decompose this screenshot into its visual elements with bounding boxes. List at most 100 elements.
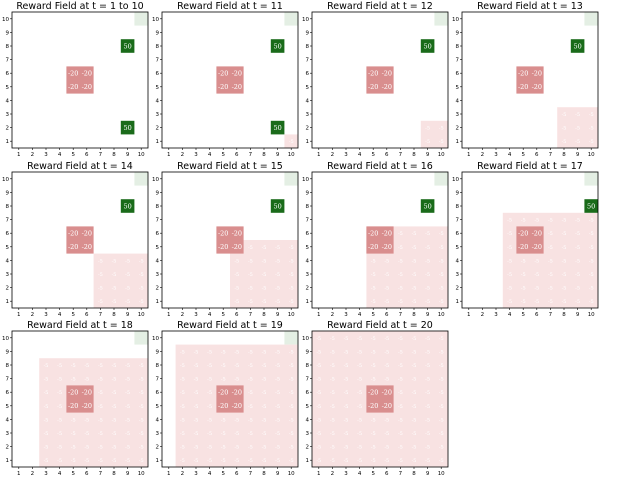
region-cell-label: -5 (139, 363, 144, 369)
x-tick-label: 10 (288, 152, 295, 158)
region-cell-label: -5 (548, 245, 553, 251)
region-cell-label: -5 (248, 390, 253, 396)
corner-cell (134, 172, 148, 186)
region-cell-label: -5 (234, 363, 239, 369)
penalty-cell (380, 226, 394, 240)
y-tick-label: 4 (6, 417, 10, 423)
penalty-cell-label: -20 (232, 70, 242, 78)
y-tick-label: 4 (306, 417, 310, 423)
x-tick-label: 2 (331, 471, 335, 477)
x-tick-label: 4 (358, 471, 362, 477)
x-tick-label: 1 (467, 312, 471, 318)
region-cell-label: -5 (412, 431, 417, 437)
x-tick-label: 4 (508, 312, 512, 318)
y-tick-label: 5 (156, 85, 160, 91)
penalty-cell (66, 399, 80, 413)
x-tick-label: 8 (412, 152, 416, 158)
region-cell-label: -5 (194, 431, 199, 437)
penalty-cell (516, 240, 530, 254)
region-cell-label: -5 (125, 431, 130, 437)
penalty-cell-label: -20 (218, 70, 228, 78)
reward-panel: Reward Field at t = 12-5-5-5-5-20 -20-20-… (302, 1, 449, 158)
y-tick-label: 10 (2, 177, 9, 183)
region-cell-label: -5 (330, 349, 335, 355)
region-cell-label: -5 (589, 286, 594, 292)
plot-frame (461, 11, 599, 149)
region-cell-label: -5 (112, 458, 117, 464)
penalty-cell (516, 80, 530, 94)
y-tick-label: 2 (156, 126, 160, 132)
y-tick-label: 6 (156, 390, 160, 396)
region-cell-label: -5 (98, 299, 103, 305)
x-tick-label: 9 (126, 471, 130, 477)
y-tick-label: 6 (6, 390, 10, 396)
region-cell-label: -5 (412, 258, 417, 264)
region-cell-label: -5 (357, 363, 362, 369)
region-cell-label: -5 (384, 445, 389, 451)
corner-cell (134, 331, 148, 345)
region-cell-label: -5 (84, 431, 89, 437)
x-tick-label: 5 (521, 312, 525, 318)
penalty-cell-label: -20 (68, 243, 78, 251)
region-cell-label: -5 (507, 258, 512, 264)
region-cell-label: -5 (125, 258, 130, 264)
panel-title: Reward Field at t = 13 (477, 1, 583, 12)
region-cell-label: -5 (262, 417, 267, 423)
region-cell-label: -5 (384, 299, 389, 305)
region-cell-label: -5 (112, 258, 117, 264)
region-cell-label: -5 (248, 458, 253, 464)
region-cell-label: -5 (194, 417, 199, 423)
region-cell-label: -5 (548, 286, 553, 292)
region-cell-label: -5 (84, 458, 89, 464)
region-cell-label: -5 (344, 458, 349, 464)
x-tick-label: 6 (535, 152, 539, 158)
region-cell-label: -5 (139, 258, 144, 264)
region-cell-label: -5 (575, 126, 580, 132)
region-cell-label: -5 (589, 126, 594, 132)
region-cell-label: -5 (534, 218, 539, 224)
x-tick-label: 5 (71, 152, 75, 158)
region-cell-label: -5 (398, 245, 403, 251)
y-tick-label: 10 (452, 17, 459, 23)
region-cell-label: -5 (562, 286, 567, 292)
penalty-cell-label: -20 (382, 389, 392, 397)
region-cell-label: -5 (548, 258, 553, 264)
y-tick-label: 7 (456, 58, 460, 64)
region-cell-label: -5 (112, 286, 117, 292)
region-cell-label: -5 (575, 139, 580, 145)
penalty-cell-label: -20 (68, 402, 78, 410)
y-tick-label: 3 (156, 112, 160, 118)
region-cell-label: -5 (548, 231, 553, 237)
region-cell-label: -5 (344, 445, 349, 451)
x-tick-label: 5 (371, 471, 375, 477)
y-tick-label: 9 (6, 30, 10, 36)
x-tick-label: 3 (44, 471, 48, 477)
region-cell-label: -5 (262, 272, 267, 278)
goal-cell-label: 50 (273, 202, 281, 210)
region-cell-label: -5 (425, 431, 430, 437)
region-cell-label: -5 (344, 390, 349, 396)
region-cell-label: -5 (289, 363, 294, 369)
region-cell-label: -5 (289, 431, 294, 437)
penalty-cell (66, 385, 80, 399)
x-tick-label: 6 (85, 152, 89, 158)
region-cell-label: -5 (398, 363, 403, 369)
region-cell-label: -5 (439, 445, 444, 451)
region-cell-label: -5 (521, 258, 526, 264)
x-tick-label: 2 (481, 152, 485, 158)
region-cell-label: -5 (248, 299, 253, 305)
penalty-cell-label: -20 (232, 402, 242, 410)
region-cell-label: -5 (139, 445, 144, 451)
region-cell-label: -5 (71, 363, 76, 369)
region-cell-label: -5 (344, 363, 349, 369)
penalty-cell (66, 226, 80, 240)
region-cell-label: -5 (248, 258, 253, 264)
y-tick-label: 4 (306, 98, 310, 104)
region-cell-label: -5 (57, 390, 62, 396)
x-tick-label: 8 (412, 471, 416, 477)
plot-frame (311, 171, 449, 309)
reward-panel: Reward Field at t = 15 -5 -5 -5 -5 -5 -5 -5 -5 -5… (152, 161, 299, 318)
region-cell-label: -5 (194, 363, 199, 369)
region-cell-label: -5 (357, 390, 362, 396)
